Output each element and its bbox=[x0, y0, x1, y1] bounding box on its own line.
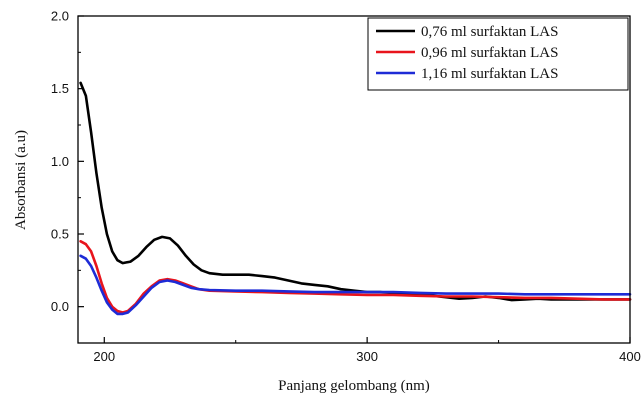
series-line-1 bbox=[79, 81, 632, 302]
y-tick-label: 0.0 bbox=[51, 299, 69, 314]
axis-ticks: 200 300 400 0.0 0.5 1.0 1.5 2.0 bbox=[51, 9, 641, 365]
y-tick-label: 1.5 bbox=[51, 81, 69, 96]
x-tick-label: 200 bbox=[93, 349, 115, 364]
series-line-2 bbox=[79, 240, 632, 314]
legend-label-3: 1,16 ml surfaktan LAS bbox=[421, 66, 558, 82]
y-tick-label: 1.0 bbox=[51, 154, 69, 169]
y-tick-label: 2.0 bbox=[51, 9, 69, 24]
x-axis-title: Panjang gelombang (nm) bbox=[278, 378, 430, 394]
legend-label-2: 0,96 ml surfaktan LAS bbox=[421, 45, 558, 61]
series-line-3 bbox=[79, 254, 632, 316]
x-tick-label: 300 bbox=[356, 349, 378, 364]
y-tick-label: 0.5 bbox=[51, 227, 69, 242]
legend-label-1: 0,76 ml surfaktan LAS bbox=[421, 24, 558, 40]
plot-frame bbox=[77, 15, 631, 344]
legend: 0,76 ml surfaktan LAS 0,96 ml surfaktan L… bbox=[367, 17, 629, 91]
plot-lines bbox=[79, 81, 632, 316]
y-axis-title: Absorbansi (a.u) bbox=[13, 130, 29, 230]
x-tick-label: 400 bbox=[619, 349, 641, 364]
